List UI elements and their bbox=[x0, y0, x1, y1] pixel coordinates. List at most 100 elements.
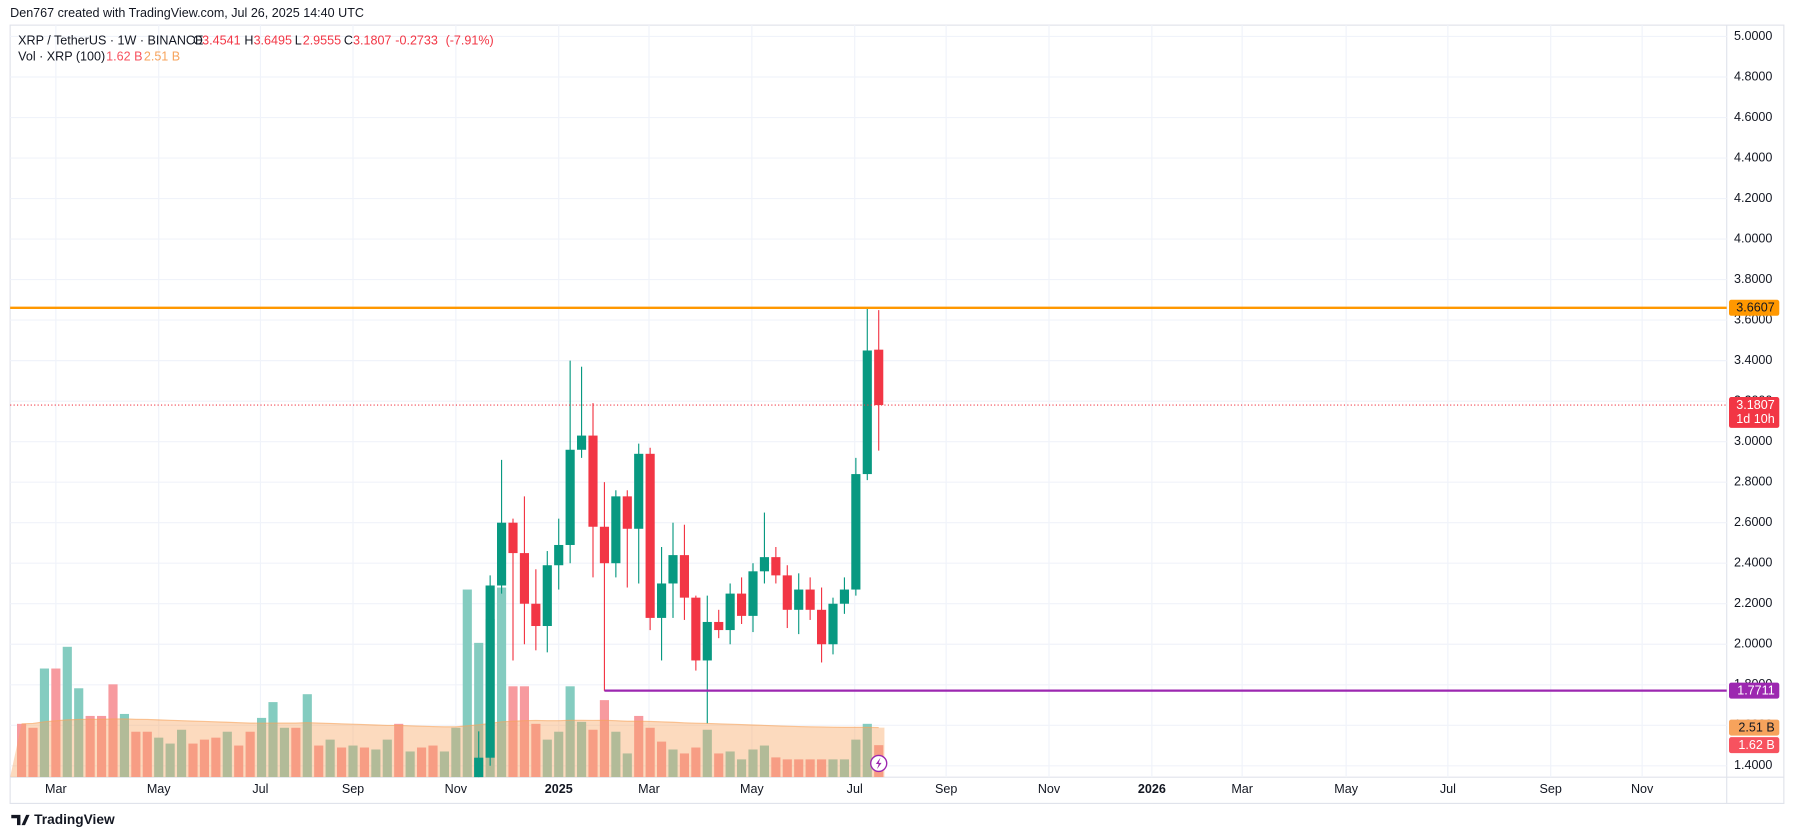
candle-body bbox=[508, 522, 518, 554]
volume-bar bbox=[611, 731, 621, 778]
volume-bar bbox=[257, 717, 267, 778]
volume-bar bbox=[554, 731, 564, 778]
candle-body bbox=[588, 435, 598, 527]
volume-ma-line bbox=[21, 718, 879, 729]
current-price-box bbox=[1729, 397, 1780, 428]
volume-bar bbox=[199, 739, 209, 778]
volume-bar bbox=[131, 731, 141, 778]
candle-body bbox=[782, 575, 792, 610]
volume-bar bbox=[428, 745, 438, 778]
x-tick-label: Nov bbox=[1631, 782, 1654, 796]
candle-body bbox=[657, 583, 667, 618]
y-tick-label: 4.0000 bbox=[1734, 231, 1772, 245]
candle-body bbox=[565, 449, 575, 545]
volume-bar bbox=[348, 745, 358, 778]
candle-body bbox=[794, 589, 804, 610]
close-value: 3.1807 bbox=[353, 33, 391, 47]
candle-body bbox=[714, 621, 724, 631]
x-tick-label: Jul bbox=[252, 782, 268, 796]
volume-bar bbox=[337, 747, 347, 778]
volume-bar bbox=[508, 686, 518, 778]
volume-bar bbox=[268, 702, 278, 778]
y-tick-label: 3.6000 bbox=[1734, 312, 1772, 326]
candle-body bbox=[531, 603, 541, 627]
x-tick-label: Jul bbox=[847, 782, 863, 796]
volume-bar bbox=[759, 745, 769, 778]
volume-bar bbox=[39, 668, 49, 778]
candle-body bbox=[485, 585, 495, 758]
volume-bar bbox=[725, 751, 735, 778]
volume-bar bbox=[782, 759, 792, 778]
volume-bar bbox=[439, 751, 449, 778]
volume-bar bbox=[622, 753, 632, 778]
candle-body bbox=[851, 474, 861, 590]
frame bbox=[9, 24, 1785, 804]
volume-bar bbox=[17, 723, 27, 778]
candle-body bbox=[497, 522, 507, 586]
y-tick-label: 1.4000 bbox=[1734, 758, 1772, 772]
ohlc-letter: H bbox=[244, 33, 253, 47]
x-tick-label: Mar bbox=[1231, 782, 1253, 796]
volume-bar bbox=[565, 686, 575, 778]
y-tick-label: 4.8000 bbox=[1734, 69, 1772, 83]
symbol: XRP / TetherUS · 1W · BINANCE bbox=[18, 33, 203, 47]
volume-axis-label: 1.62 B bbox=[1738, 738, 1774, 752]
volume-bar bbox=[657, 741, 667, 778]
volume-bar bbox=[291, 727, 301, 778]
volume-bar bbox=[794, 759, 804, 778]
candle-body bbox=[599, 526, 609, 564]
volume-bar bbox=[817, 759, 827, 778]
candle-body bbox=[737, 593, 747, 616]
volume-bar bbox=[451, 727, 461, 778]
candle-body bbox=[748, 571, 758, 616]
volume-bar bbox=[177, 729, 187, 778]
open-value: 3.4541 bbox=[202, 33, 240, 47]
volume-bar bbox=[839, 759, 849, 778]
x-tick-label: Mar bbox=[638, 782, 660, 796]
y-tick-label: 2.2000 bbox=[1734, 596, 1772, 610]
volume-bar bbox=[74, 688, 84, 778]
ohlc-letter: C bbox=[344, 33, 353, 47]
brand-name: TradingView bbox=[34, 812, 115, 827]
volume-bar bbox=[222, 731, 232, 778]
volume-bar bbox=[645, 727, 655, 778]
candle-body bbox=[805, 589, 815, 610]
volume-bar bbox=[577, 721, 587, 778]
volume-bar bbox=[188, 743, 198, 778]
alert-icon bbox=[875, 757, 882, 770]
candle-body bbox=[817, 609, 827, 645]
y-tick-label: 5.0000 bbox=[1734, 29, 1772, 43]
volume-bar bbox=[462, 589, 472, 778]
candle-body bbox=[771, 557, 781, 576]
y-tick-label: 3.0000 bbox=[1734, 434, 1772, 448]
x-tick-label: Nov bbox=[445, 782, 468, 796]
candle-body bbox=[668, 555, 678, 584]
volume-bar bbox=[211, 737, 221, 778]
volume-bar bbox=[851, 739, 861, 778]
overlays: 1.40001.60001.80002.00002.20002.40002.60… bbox=[10, 29, 1780, 796]
volume-bar bbox=[245, 731, 255, 778]
y-tick-label: 2.6000 bbox=[1734, 515, 1772, 529]
volume-bar bbox=[62, 646, 72, 778]
volume-bar bbox=[108, 684, 118, 778]
candle-body bbox=[874, 349, 884, 406]
volume-bar bbox=[771, 757, 781, 778]
volume-bar bbox=[234, 745, 244, 778]
x-tick-label: May bbox=[1334, 782, 1358, 796]
volume-bar bbox=[542, 739, 552, 778]
x-tick-label: Sep bbox=[935, 782, 957, 796]
volume-bar bbox=[828, 759, 838, 778]
x-tick-label: Mar bbox=[45, 782, 67, 796]
volume-bar bbox=[394, 723, 404, 778]
candle-body bbox=[577, 435, 587, 450]
x-tick-label: May bbox=[147, 782, 171, 796]
volume-bar bbox=[325, 739, 335, 778]
y-tick-label: 2.4000 bbox=[1734, 556, 1772, 570]
candle-body bbox=[725, 593, 735, 631]
y-tick-label: 3.8000 bbox=[1734, 272, 1772, 286]
volume-bar bbox=[302, 694, 312, 778]
volume-bar bbox=[599, 700, 609, 778]
ohlc-letter: O bbox=[193, 33, 203, 47]
